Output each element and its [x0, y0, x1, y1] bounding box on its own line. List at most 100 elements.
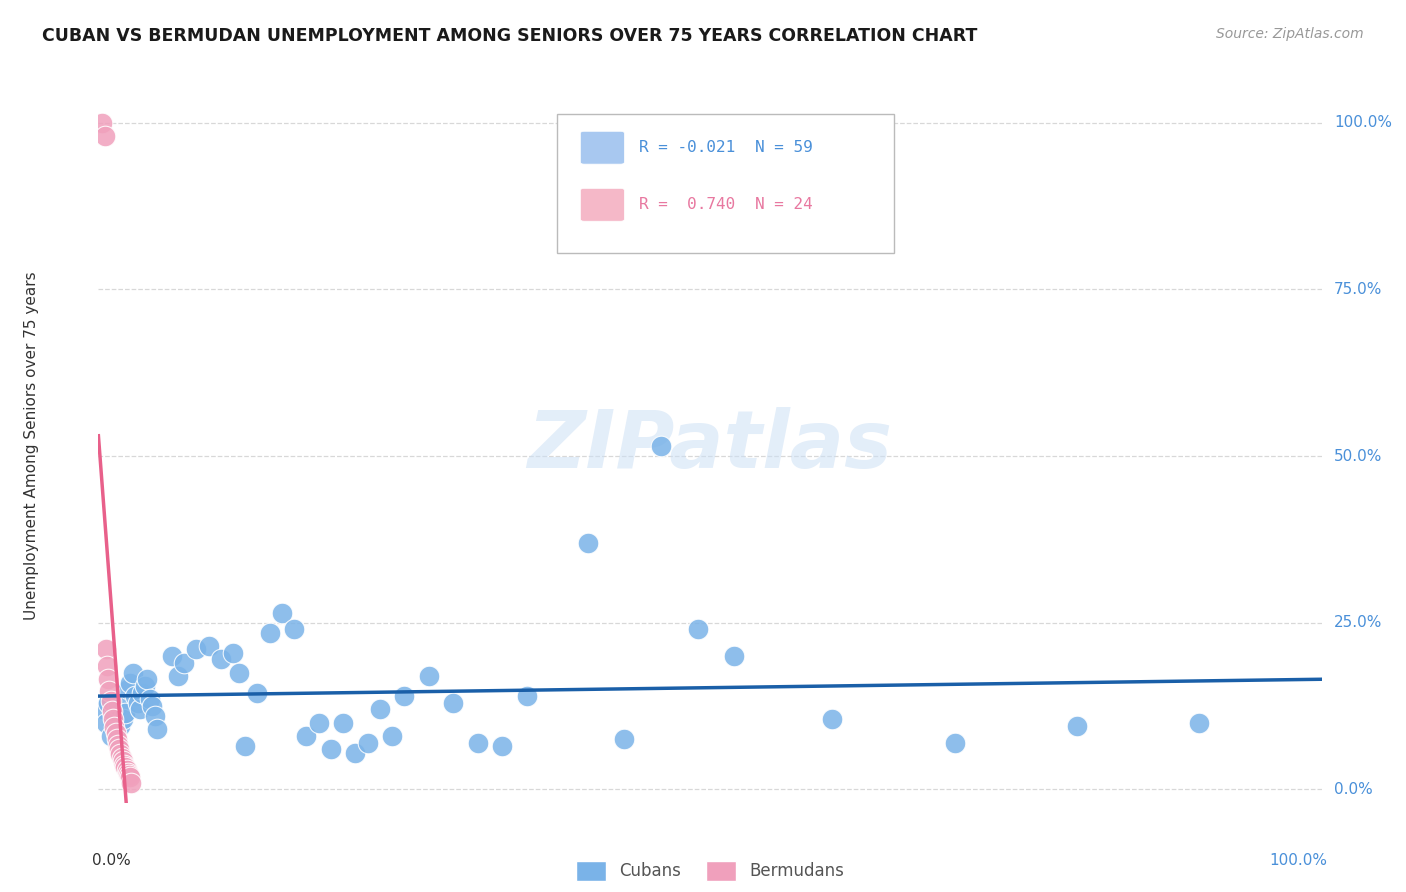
- Point: [723, 649, 745, 664]
- Text: Unemployment Among Seniors over 75 years: Unemployment Among Seniors over 75 years: [24, 272, 38, 620]
- Point: [101, 704, 124, 718]
- Point: [131, 686, 153, 700]
- Text: N = 24: N = 24: [755, 197, 813, 212]
- Point: [114, 760, 136, 774]
- Point: [270, 606, 294, 620]
- Point: [146, 723, 169, 737]
- Point: [650, 439, 672, 453]
- Point: [319, 742, 342, 756]
- Point: [111, 751, 134, 765]
- Point: [576, 535, 599, 549]
- Point: [209, 652, 232, 666]
- Point: [186, 642, 208, 657]
- Point: [104, 723, 127, 737]
- Point: [228, 665, 250, 680]
- Point: [368, 702, 391, 716]
- Point: [129, 702, 152, 716]
- Point: [94, 715, 117, 730]
- Point: [107, 699, 129, 714]
- Point: [222, 646, 245, 660]
- Text: 25.0%: 25.0%: [1334, 615, 1382, 631]
- Point: [283, 623, 305, 637]
- Text: 0.0%: 0.0%: [93, 853, 131, 868]
- Point: [139, 692, 162, 706]
- Point: [107, 738, 129, 752]
- Text: R =  0.740: R = 0.740: [640, 197, 735, 212]
- Legend: Cubans, Bermudans: Cubans, Bermudans: [569, 855, 851, 888]
- Text: 50.0%: 50.0%: [1334, 449, 1382, 464]
- Point: [160, 649, 183, 664]
- Point: [100, 694, 122, 708]
- Point: [197, 639, 219, 653]
- Text: 0.0%: 0.0%: [1334, 782, 1372, 797]
- Point: [111, 755, 134, 769]
- Point: [117, 682, 139, 697]
- FancyBboxPatch shape: [581, 188, 624, 221]
- Text: Source: ZipAtlas.com: Source: ZipAtlas.com: [1216, 27, 1364, 41]
- Point: [115, 763, 138, 777]
- Point: [134, 679, 156, 693]
- Text: 75.0%: 75.0%: [1334, 282, 1382, 297]
- Point: [943, 736, 966, 750]
- Point: [127, 696, 149, 710]
- Point: [167, 669, 190, 683]
- Point: [111, 713, 134, 727]
- Point: [101, 709, 124, 723]
- Point: [108, 742, 131, 756]
- Point: [114, 706, 136, 720]
- Point: [110, 719, 132, 733]
- Point: [356, 736, 378, 750]
- Text: R = -0.021: R = -0.021: [640, 140, 735, 155]
- FancyBboxPatch shape: [557, 114, 894, 253]
- Point: [259, 625, 281, 640]
- Point: [104, 726, 127, 740]
- Point: [233, 739, 256, 753]
- FancyBboxPatch shape: [581, 131, 624, 164]
- Point: [467, 736, 489, 750]
- Point: [120, 770, 142, 784]
- Point: [381, 729, 404, 743]
- Point: [344, 746, 367, 760]
- Text: 100.0%: 100.0%: [1270, 853, 1327, 868]
- Point: [105, 732, 128, 747]
- Point: [141, 699, 163, 714]
- Point: [112, 757, 135, 772]
- Point: [124, 689, 146, 703]
- Point: [332, 715, 354, 730]
- Text: ZIPatlas: ZIPatlas: [527, 407, 893, 485]
- Point: [118, 768, 141, 782]
- Point: [98, 683, 121, 698]
- Point: [392, 689, 416, 703]
- Point: [246, 686, 269, 700]
- Point: [110, 747, 132, 761]
- Point: [821, 713, 844, 727]
- Point: [103, 720, 125, 734]
- Point: [120, 776, 142, 790]
- Point: [173, 656, 195, 670]
- Point: [96, 659, 118, 673]
- Point: [120, 675, 142, 690]
- Point: [143, 709, 166, 723]
- Point: [121, 665, 143, 680]
- Text: N = 59: N = 59: [755, 140, 813, 155]
- Point: [91, 702, 114, 716]
- Point: [100, 729, 122, 743]
- Point: [94, 642, 117, 657]
- Point: [686, 623, 709, 637]
- Point: [491, 739, 513, 753]
- Point: [308, 715, 330, 730]
- Point: [441, 696, 464, 710]
- Point: [91, 115, 114, 129]
- Point: [93, 128, 115, 143]
- Text: 100.0%: 100.0%: [1334, 115, 1392, 130]
- Point: [295, 729, 318, 743]
- Text: CUBAN VS BERMUDAN UNEMPLOYMENT AMONG SENIORS OVER 75 YEARS CORRELATION CHART: CUBAN VS BERMUDAN UNEMPLOYMENT AMONG SEN…: [42, 27, 977, 45]
- Point: [1188, 715, 1211, 730]
- Point: [117, 765, 139, 780]
- Point: [101, 713, 124, 727]
- Point: [97, 673, 120, 687]
- Point: [1066, 719, 1088, 733]
- Point: [97, 696, 120, 710]
- Point: [613, 732, 636, 747]
- Point: [515, 689, 537, 703]
